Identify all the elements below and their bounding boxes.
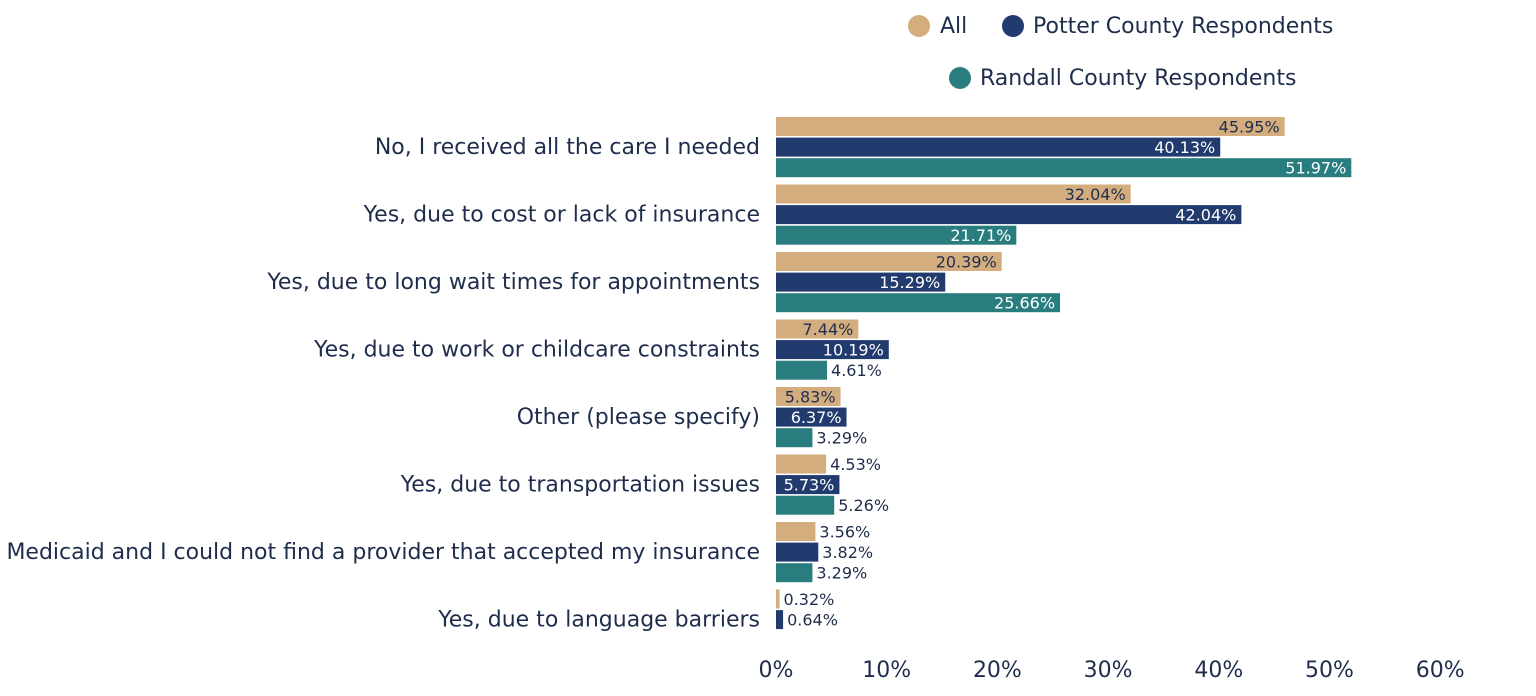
data-label-randall-county-respondents: 51.97% (1285, 159, 1346, 178)
data-label-randall-county-respondents: 25.66% (994, 294, 1055, 313)
x-tick-label: 50% (1305, 658, 1354, 683)
bar-all (776, 319, 859, 339)
bar-randall-county-respondents (776, 360, 828, 380)
x-tick-label: 60% (1416, 658, 1465, 683)
bar-all (776, 387, 841, 406)
bar-all (776, 184, 1131, 204)
bar-randall-county-respondents (776, 158, 1352, 178)
data-label-potter-county-respondents: 0.64% (787, 611, 838, 630)
bar-potter-county-respondents (776, 475, 840, 495)
x-tick-label: 40% (1194, 658, 1243, 683)
bar-randall-county-respondents (776, 225, 1017, 245)
bar-randall-county-respondents (776, 293, 1061, 313)
category-label: Other (please specify) (517, 405, 760, 430)
bar-potter-county-respondents (776, 340, 889, 360)
bar-potter-county-respondents (776, 272, 946, 292)
data-label-potter-county-respondents: 15.29% (879, 273, 940, 292)
category-label: Yes, I have Medicaid and I could not fin… (0, 540, 760, 565)
data-label-potter-county-respondents: 3.82% (822, 543, 873, 562)
data-label-all: 0.32% (784, 590, 835, 609)
legend-swatch-randall-county-respondents (949, 67, 971, 89)
bar-potter-county-respondents (776, 407, 847, 427)
bar-potter-county-respondents (776, 137, 1221, 157)
chart-legend: All Potter County Respondents Randall Coun… (908, 14, 1333, 91)
x-tick-label: 20% (973, 658, 1022, 683)
bar-all (776, 589, 780, 609)
bar-potter-county-respondents (776, 205, 1242, 225)
data-label-all: 7.44% (803, 320, 854, 339)
bars: 45.95%40.13% 51.97% 32.04% 42.04% 21.71% 20.3… (776, 117, 1352, 630)
data-label-all: 5.83% (785, 388, 836, 407)
bar-randall-county-respondents (776, 495, 835, 515)
legend-label-potter-county-respondents: Potter County Respondents (1033, 14, 1333, 39)
category-label: No, I received all the care I needed (375, 135, 760, 160)
category-label: Yes, due to work or childcare constraint… (313, 338, 760, 363)
bar-randall-county-respondents (776, 563, 813, 583)
data-label-potter-county-respondents: 6.37% (791, 408, 842, 427)
bar-potter-county-respondents (776, 610, 784, 630)
legend-label-randall-county-respondents: Randall County Respondents (980, 66, 1296, 91)
legend-swatch-potter-county-respondents (1002, 15, 1024, 37)
data-label-randall-county-respondents: 4.61% (831, 361, 882, 380)
data-label-all: 4.53% (830, 455, 881, 474)
data-label-randall-county-respondents: 3.29% (816, 564, 867, 583)
bar-all (776, 252, 1002, 271)
legend-swatch-all (908, 15, 930, 37)
bar-randall-county-respondents (776, 428, 813, 448)
data-label-potter-county-respondents: 40.13% (1154, 138, 1215, 157)
data-label-potter-county-respondents: 5.73% (784, 476, 835, 495)
x-tick-label: 30% (1084, 658, 1133, 683)
bar-all (776, 522, 816, 541)
x-tick-label: 0% (759, 658, 794, 683)
data-label-randall-county-respondents: 21.71% (950, 226, 1011, 245)
category-labels: No, I received all the care I needed Yes,… (0, 135, 760, 633)
data-label-randall-county-respondents: 3.29% (816, 429, 867, 448)
bar-potter-county-respondents (776, 542, 819, 562)
data-label-all: 32.04% (1065, 185, 1126, 204)
x-axis-ticks: 0% 10% 20% 30% 40% 50% 60% (759, 658, 1465, 683)
bar-all (776, 117, 1285, 136)
x-tick-label: 10% (862, 658, 911, 683)
data-label-all: 45.95% (1219, 118, 1280, 137)
data-label-potter-county-respondents: 10.19% (823, 341, 884, 360)
legend-label-all: All (940, 14, 967, 39)
data-label-all: 20.39% (936, 253, 997, 272)
data-label-potter-county-respondents: 42.04% (1175, 206, 1236, 225)
data-label-randall-county-respondents: 5.26% (838, 496, 889, 515)
data-label-all: 3.56% (819, 523, 870, 542)
category-label: Yes, due to language barriers (437, 608, 760, 633)
category-label: Yes, due to cost or lack of insurance (363, 203, 760, 228)
bar-all (776, 454, 827, 474)
category-label: Yes, due to transportation issues (400, 473, 760, 498)
category-label: Yes, due to long wait times for appointm… (266, 270, 760, 295)
